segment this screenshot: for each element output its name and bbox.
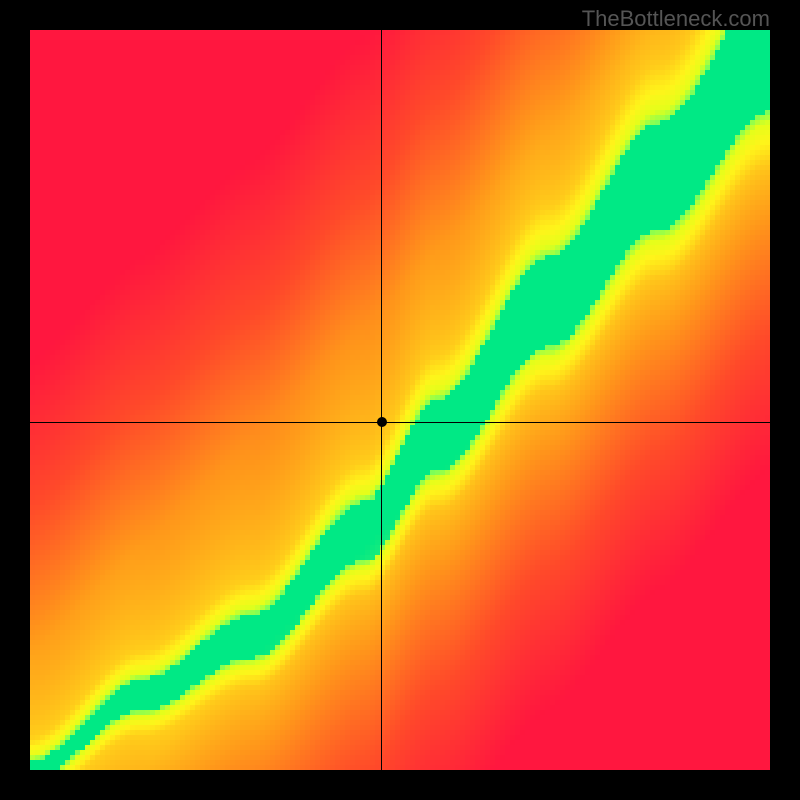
chart-container: TheBottleneck.com	[0, 0, 800, 800]
heatmap-plot-area	[30, 30, 770, 770]
crosshair-vertical	[381, 30, 382, 770]
watermark-text: TheBottleneck.com	[582, 6, 770, 32]
crosshair-horizontal	[30, 422, 770, 423]
heatmap-canvas	[30, 30, 770, 770]
crosshair-marker	[377, 417, 387, 427]
